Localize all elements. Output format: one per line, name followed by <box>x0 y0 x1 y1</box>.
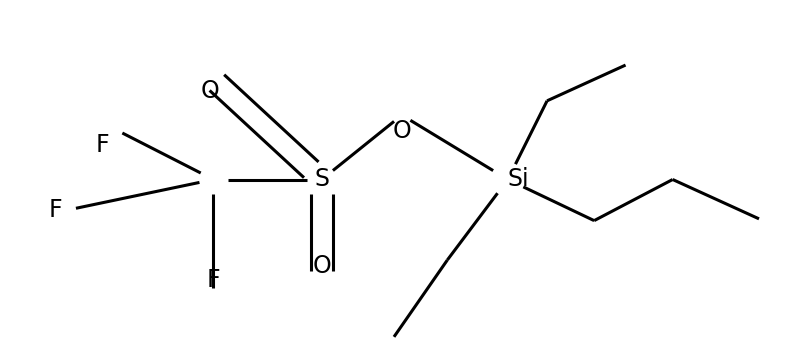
Text: F: F <box>48 198 62 222</box>
Text: Si: Si <box>507 168 530 191</box>
Text: O: O <box>312 254 331 278</box>
Text: O: O <box>392 120 411 144</box>
Text: F: F <box>95 133 109 157</box>
Text: F: F <box>206 268 221 292</box>
Text: O: O <box>200 79 219 103</box>
Text: S: S <box>314 168 329 191</box>
